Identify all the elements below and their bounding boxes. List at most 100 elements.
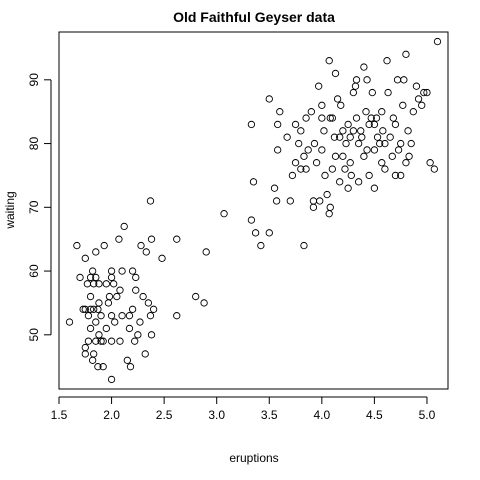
data-point (414, 95, 423, 103)
data-point (320, 127, 328, 135)
data-point (341, 165, 349, 173)
data-point (325, 210, 333, 218)
data-point (354, 139, 363, 148)
data-point (92, 248, 100, 256)
x-axis: 1.5 2.0 2.5 3.0 3.5 4.0 4.5 5.0 (51, 396, 436, 422)
x-tick-label: 5.0 (419, 408, 436, 422)
data-point (81, 350, 89, 358)
data-point (358, 133, 366, 141)
data-points (65, 37, 442, 384)
data-point (116, 286, 124, 294)
data-point (331, 152, 340, 160)
data-point (97, 337, 105, 345)
data-point (389, 114, 397, 122)
data-point (404, 127, 412, 135)
data-point (147, 235, 156, 243)
data-point (247, 216, 256, 224)
data-point (94, 305, 102, 313)
data-point (95, 280, 103, 288)
data-point (347, 171, 355, 180)
data-point (92, 273, 100, 282)
data-point (388, 152, 396, 160)
data-point (291, 120, 300, 129)
data-point (97, 312, 105, 320)
data-point (90, 280, 98, 288)
data-point (90, 305, 98, 313)
data-point (118, 267, 126, 275)
y-tick-label: 60 (27, 264, 41, 278)
data-point (370, 120, 379, 129)
data-point (274, 146, 282, 154)
data-point (92, 318, 100, 326)
data-point (318, 114, 326, 122)
chart-title: Old Faithful Geyser data (173, 9, 335, 25)
data-point (309, 197, 318, 205)
x-tick-label: 4.0 (313, 408, 330, 422)
data-point (147, 331, 156, 339)
data-point (349, 88, 358, 97)
data-point (409, 108, 417, 116)
data-point (102, 280, 110, 288)
data-point (136, 318, 144, 326)
data-point (132, 286, 140, 294)
data-point (251, 229, 260, 237)
data-point (381, 165, 389, 173)
x-tick-label: 3.5 (261, 408, 278, 422)
data-point (394, 146, 403, 154)
data-point (94, 363, 102, 371)
x-tick-label: 2.0 (103, 408, 120, 422)
data-point (344, 184, 352, 192)
data-point (257, 241, 265, 250)
y-tick-label: 50 (27, 328, 41, 342)
data-point (399, 101, 407, 109)
y-tick-label: 70 (27, 200, 41, 214)
data-point (84, 337, 93, 345)
data-point (86, 273, 95, 282)
data-point (81, 343, 89, 352)
data-point (76, 273, 84, 282)
data-point (295, 139, 303, 148)
data-point (336, 133, 344, 141)
data-point (337, 101, 345, 109)
data-point (276, 108, 284, 116)
data-point (357, 127, 365, 135)
x-tick-label: 3.0 (208, 408, 225, 422)
data-point (125, 312, 134, 320)
data-point (430, 165, 438, 173)
data-point (368, 88, 376, 97)
data-point (128, 267, 137, 275)
data-point (373, 133, 382, 141)
data-point (81, 254, 89, 262)
data-point (141, 350, 149, 358)
data-point (407, 139, 415, 148)
data-point (110, 280, 118, 288)
data-point (83, 280, 92, 288)
data-point (336, 178, 344, 186)
data-point (362, 108, 370, 116)
x-axis-label: eruptions (229, 451, 278, 465)
data-point (270, 184, 279, 192)
x-tick-label: 4.5 (366, 408, 383, 422)
data-point (378, 159, 386, 167)
data-point (363, 146, 371, 154)
data-point (418, 101, 426, 109)
y-axis-label: waiting (3, 191, 17, 229)
data-point (102, 324, 110, 333)
data-point (100, 241, 108, 250)
data-point (173, 312, 181, 320)
data-point (123, 356, 131, 364)
data-point (302, 165, 310, 173)
data-point (265, 95, 273, 103)
data-point (309, 203, 318, 211)
data-point (433, 37, 442, 46)
x-tick-label: 2.5 (156, 408, 173, 422)
data-point (274, 120, 282, 129)
y-tick-label: 80 (27, 137, 41, 151)
data-point (400, 76, 408, 84)
data-point (312, 159, 321, 167)
data-point (86, 292, 95, 301)
data-point (397, 139, 405, 148)
data-point (339, 152, 347, 160)
data-point (325, 57, 333, 65)
data-point (291, 159, 300, 167)
